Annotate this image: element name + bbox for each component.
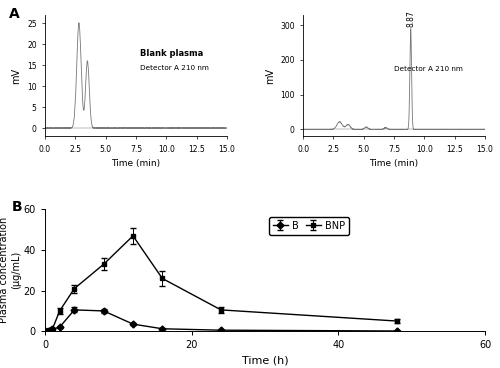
Text: Blank plasma: Blank plasma — [140, 49, 203, 58]
X-axis label: Time (h): Time (h) — [242, 356, 288, 366]
Text: Detector A 210 nm: Detector A 210 nm — [140, 65, 208, 71]
X-axis label: Time (min): Time (min) — [112, 159, 160, 168]
Text: A: A — [8, 7, 20, 21]
X-axis label: Time (min): Time (min) — [370, 159, 418, 168]
Y-axis label: Plasma concentration
(μg/mL): Plasma concentration (μg/mL) — [0, 217, 21, 323]
Y-axis label: mV: mV — [12, 67, 22, 84]
Text: 8.87: 8.87 — [406, 10, 415, 27]
Legend: B, BNP: B, BNP — [270, 217, 348, 234]
Y-axis label: mV: mV — [264, 67, 274, 84]
Text: B: B — [12, 200, 22, 214]
Text: Detector A 210 nm: Detector A 210 nm — [394, 66, 463, 72]
